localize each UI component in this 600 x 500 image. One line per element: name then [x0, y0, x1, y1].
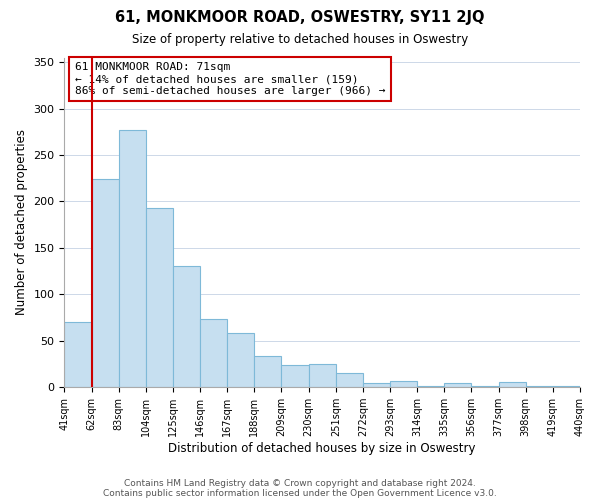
Text: Size of property relative to detached houses in Oswestry: Size of property relative to detached ho…	[132, 32, 468, 46]
Bar	[281, 365, 308, 387]
Text: Contains HM Land Registry data © Crown copyright and database right 2024.: Contains HM Land Registry data © Crown c…	[124, 478, 476, 488]
Bar	[308, 364, 336, 387]
Bar	[92, 179, 119, 387]
Bar	[472, 386, 499, 387]
Bar	[254, 356, 281, 387]
Bar	[200, 320, 227, 387]
X-axis label: Distribution of detached houses by size in Oswestry: Distribution of detached houses by size …	[169, 442, 476, 455]
Text: Contains public sector information licensed under the Open Government Licence v3: Contains public sector information licen…	[103, 488, 497, 498]
Bar	[227, 334, 254, 387]
Bar	[553, 386, 580, 387]
Text: 61 MONKMOOR ROAD: 71sqm
← 14% of detached houses are smaller (159)
86% of semi-d: 61 MONKMOOR ROAD: 71sqm ← 14% of detache…	[75, 62, 385, 96]
Bar	[526, 386, 553, 387]
Bar	[417, 386, 445, 387]
Bar	[173, 266, 200, 387]
Bar	[445, 382, 472, 387]
Bar	[363, 382, 390, 387]
Bar	[64, 322, 92, 387]
Y-axis label: Number of detached properties: Number of detached properties	[15, 130, 28, 316]
Text: 61, MONKMOOR ROAD, OSWESTRY, SY11 2JQ: 61, MONKMOOR ROAD, OSWESTRY, SY11 2JQ	[115, 10, 485, 25]
Bar	[146, 208, 173, 387]
Bar	[336, 374, 363, 387]
Bar	[119, 130, 146, 387]
Bar	[390, 380, 417, 387]
Bar	[499, 382, 526, 387]
